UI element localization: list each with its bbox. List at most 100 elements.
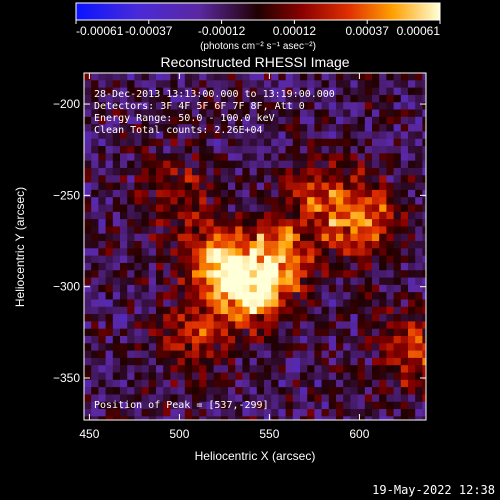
heatmap-cell bbox=[84, 116, 92, 125]
heatmap-cell bbox=[184, 219, 193, 228]
heatmap-cell bbox=[134, 299, 143, 308]
heatmap-cell bbox=[91, 328, 99, 337]
heatmap-cell bbox=[91, 167, 99, 176]
heatmap-cell bbox=[300, 116, 308, 125]
heatmap-cell bbox=[408, 357, 416, 366]
heatmap-cell bbox=[156, 321, 164, 330]
heatmap-cell bbox=[134, 416, 143, 420]
heatmap-cell bbox=[148, 116, 157, 125]
heatmap-cell bbox=[141, 167, 150, 176]
heatmap-cell bbox=[408, 372, 416, 381]
heatmap-cell bbox=[249, 335, 258, 344]
heatmap-cell bbox=[256, 167, 265, 176]
heatmap-cell bbox=[98, 182, 107, 191]
heatmap-cell bbox=[364, 321, 373, 330]
heatmap-cell bbox=[350, 262, 359, 271]
heatmap-cell bbox=[386, 189, 395, 198]
heatmap-cell bbox=[264, 175, 272, 184]
heatmap-cell bbox=[386, 394, 395, 403]
heatmap-cell bbox=[220, 124, 229, 133]
heatmap-cell bbox=[321, 160, 330, 169]
heatmap-cell bbox=[170, 211, 179, 220]
heatmap-cell bbox=[112, 197, 121, 206]
heatmap-cell bbox=[91, 219, 99, 228]
heatmap-cell bbox=[148, 233, 157, 242]
y-tick-label: −350 bbox=[53, 371, 80, 385]
heatmap-cell bbox=[264, 197, 272, 206]
heatmap-cell bbox=[249, 416, 258, 420]
heatmap-cell bbox=[256, 401, 265, 410]
heatmap-cell bbox=[307, 189, 315, 198]
heatmap-cell bbox=[372, 328, 380, 337]
heatmap-cell bbox=[163, 372, 171, 381]
heatmap-cell bbox=[112, 292, 121, 301]
heatmap-cell bbox=[84, 233, 92, 242]
heatmap-cell bbox=[386, 211, 395, 220]
heatmap-cell bbox=[134, 94, 143, 103]
heatmap-cell bbox=[400, 211, 409, 220]
heatmap-cell bbox=[386, 175, 395, 184]
heatmap-cell bbox=[105, 409, 114, 417]
heatmap-cell bbox=[199, 372, 207, 381]
heatmap-cell bbox=[228, 255, 236, 264]
heatmap-cell bbox=[300, 204, 308, 213]
heatmap-cell bbox=[408, 292, 416, 301]
heatmap-cell bbox=[415, 94, 423, 103]
heatmap-cell bbox=[336, 109, 344, 118]
heatmap-cell bbox=[300, 138, 308, 147]
heatmap-cell bbox=[343, 204, 351, 213]
heatmap-cell bbox=[120, 160, 128, 169]
heatmap-cell bbox=[199, 73, 207, 81]
heatmap-cell bbox=[271, 387, 279, 396]
heatmap-cell bbox=[422, 350, 426, 359]
heatmap-cell bbox=[192, 321, 200, 330]
heatmap-cell bbox=[98, 284, 107, 293]
heatmap-cell bbox=[357, 175, 366, 184]
heatmap-cell bbox=[264, 160, 272, 169]
heatmap-cell bbox=[213, 299, 222, 308]
heatmap-cell bbox=[112, 211, 121, 220]
heatmap-cell bbox=[264, 321, 272, 330]
heatmap-cell bbox=[379, 80, 387, 89]
heatmap-cell bbox=[321, 299, 330, 308]
heatmap-cell bbox=[134, 387, 143, 396]
heatmap-cell bbox=[386, 124, 395, 133]
heatmap-cell bbox=[285, 284, 294, 293]
heatmap-cell bbox=[357, 138, 366, 147]
heatmap-cell bbox=[357, 321, 366, 330]
heatmap-cell bbox=[307, 102, 315, 111]
heatmap-cell bbox=[285, 409, 294, 417]
heatmap-cell bbox=[264, 189, 272, 198]
heatmap-cell bbox=[156, 160, 164, 169]
heatmap-cell bbox=[415, 401, 423, 410]
heatmap-cell bbox=[141, 226, 150, 235]
heatmap-cell bbox=[220, 306, 229, 315]
heatmap-cell bbox=[170, 116, 179, 125]
heatmap-cell bbox=[242, 350, 251, 359]
heatmap-cell bbox=[220, 328, 229, 337]
heatmap-cell bbox=[422, 357, 426, 366]
heatmap-cell bbox=[364, 416, 373, 420]
heatmap-cell bbox=[242, 138, 251, 147]
heatmap-cell bbox=[321, 138, 330, 147]
heatmap-cell bbox=[314, 277, 323, 286]
heatmap-cell bbox=[350, 357, 359, 366]
heatmap-cell bbox=[321, 306, 330, 315]
heatmap-cell bbox=[400, 219, 409, 228]
heatmap-cell bbox=[120, 131, 128, 140]
heatmap-cell bbox=[256, 416, 265, 420]
heatmap-cell bbox=[148, 409, 157, 417]
heatmap-cell bbox=[156, 138, 164, 147]
heatmap-cell bbox=[379, 241, 387, 249]
heatmap-cell bbox=[184, 233, 193, 242]
heatmap-cell bbox=[141, 182, 150, 191]
heatmap-cell bbox=[199, 116, 207, 125]
heatmap-cell bbox=[292, 387, 301, 396]
heatmap-cell bbox=[300, 416, 308, 420]
heatmap-cell bbox=[386, 73, 395, 81]
heatmap-cell bbox=[264, 350, 272, 359]
heatmap-cell bbox=[328, 204, 337, 213]
colorbar-tick-label: 0.00012 bbox=[273, 24, 317, 38]
heatmap-cell bbox=[156, 241, 164, 249]
heatmap-cell bbox=[292, 321, 301, 330]
